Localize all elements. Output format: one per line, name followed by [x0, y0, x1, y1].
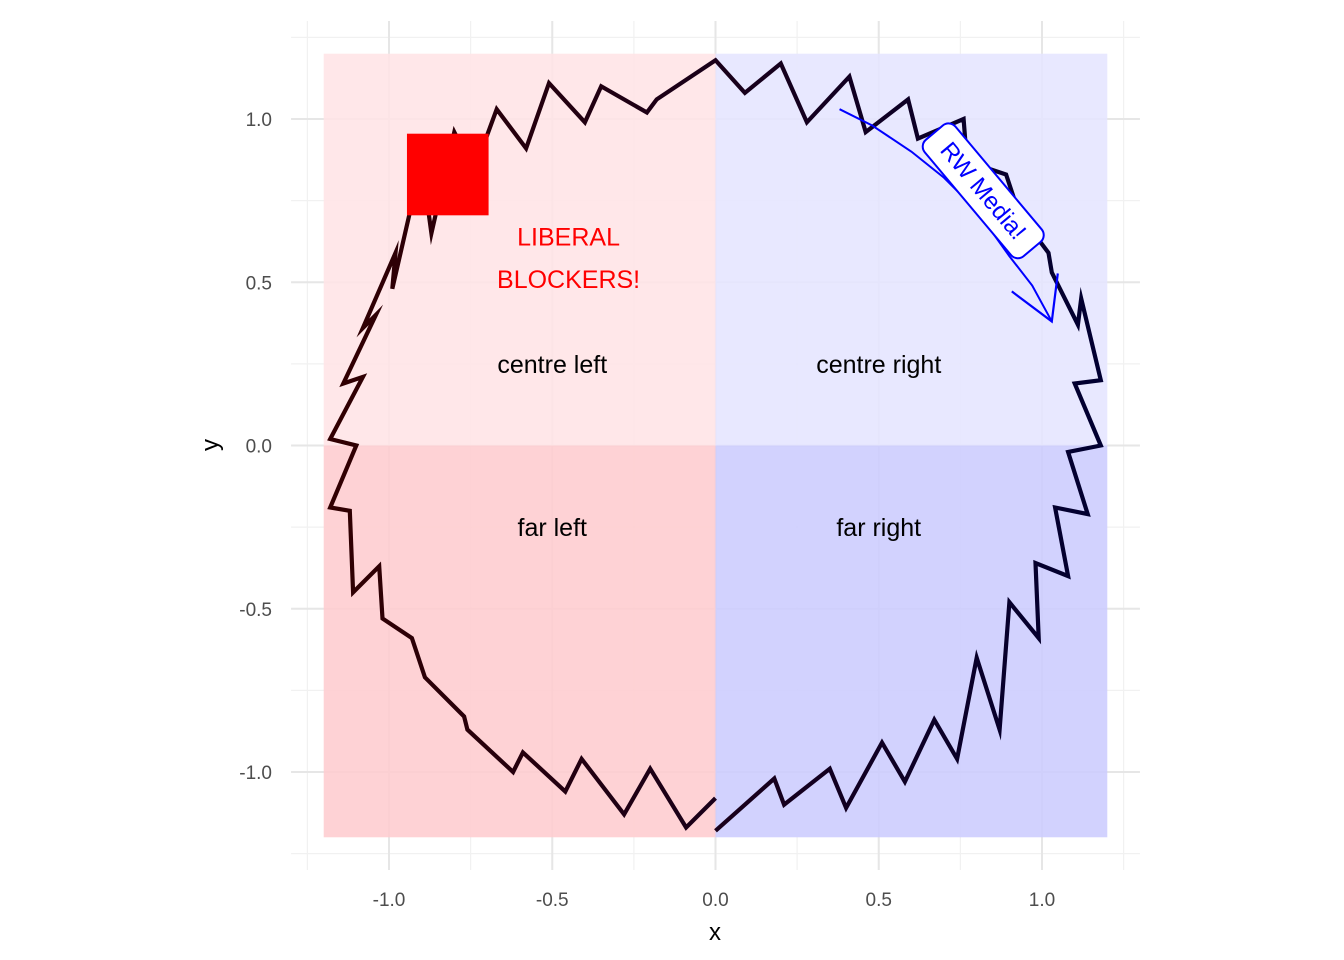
arrow-label-box [921, 122, 1045, 260]
arrow-head [1011, 273, 1059, 324]
region-label: centre left [497, 351, 607, 379]
x-tick-label: 1.0 [1029, 890, 1055, 911]
zigzag-circle-series [327, 57, 1104, 833]
x-tick-label: 0.0 [702, 890, 728, 911]
quadrant-labels: centre left centre right far left far right [497, 351, 941, 542]
y-tick-label: 1.0 [246, 110, 272, 131]
y-tick-label: -0.5 [239, 600, 272, 621]
red-square-marker [406, 133, 489, 216]
y-tick-label: -1.0 [239, 763, 272, 784]
liberal-blockers-annotation: LIBERAL BLOCKERS! [497, 224, 640, 294]
series-line [327, 57, 1104, 833]
region-label: centre right [816, 351, 941, 379]
x-tick-label: -0.5 [536, 890, 569, 911]
marker-square [406, 133, 489, 216]
y-axis-ticks: -1.0 -0.5 0.0 0.5 1.0 [239, 110, 272, 784]
x-tick-label: 0.5 [866, 890, 892, 911]
x-tick-label: -1.0 [373, 890, 406, 911]
y-tick-label: 0.0 [246, 437, 272, 458]
x-axis-title: x [709, 919, 721, 946]
annotation-text: BLOCKERS! [497, 266, 640, 294]
annotation-text: LIBERAL [517, 224, 620, 252]
region-label: far right [836, 514, 921, 542]
region-rect [323, 53, 716, 446]
region-label: far left [518, 514, 588, 542]
y-tick-label: 0.5 [246, 273, 272, 294]
y-axis-title: y [197, 439, 224, 451]
x-axis-ticks: -1.0 -0.5 0.0 0.5 1.0 [373, 890, 1056, 911]
